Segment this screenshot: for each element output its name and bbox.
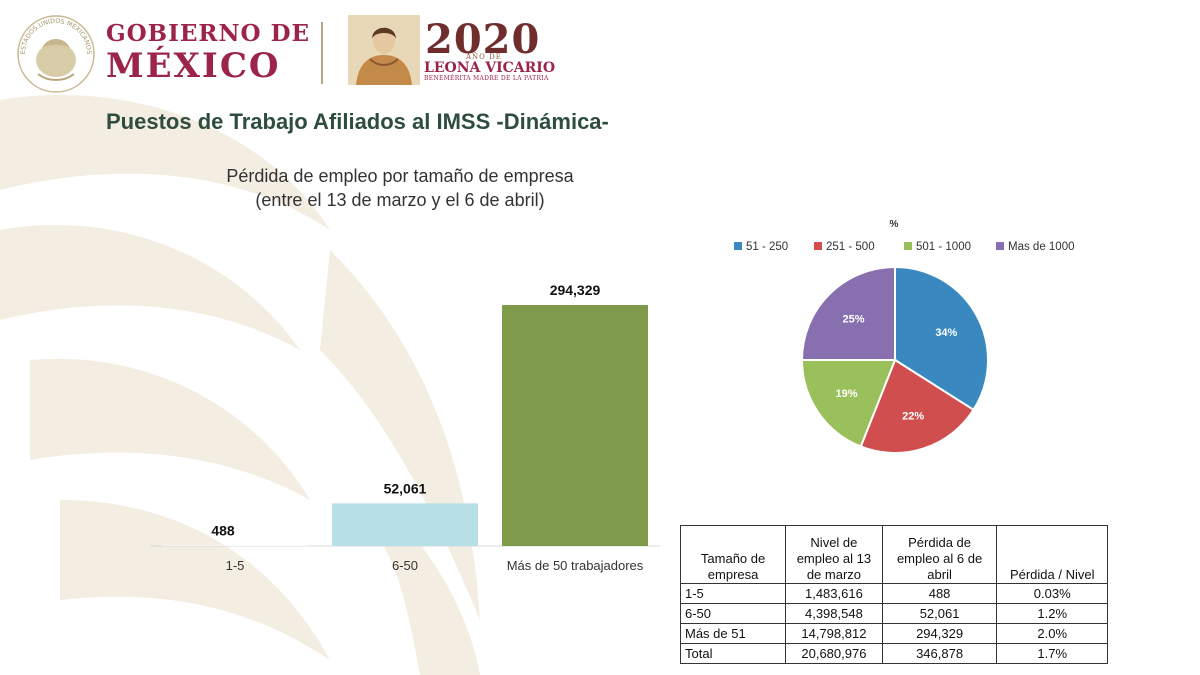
legend-label: 501 - 1000: [916, 241, 971, 253]
gov-title-line1: GOBIERNO DE: [106, 20, 311, 47]
pie-slice-label: 34%: [935, 327, 957, 339]
legend-swatch: [996, 242, 1004, 250]
table-cell: 2.0%: [996, 623, 1108, 644]
pie-slice: [800, 359, 897, 448]
legend-label: Mas de 1000: [1008, 241, 1075, 253]
table-header-cell: Nivel de empleo al 13 de marzo: [785, 525, 883, 584]
table-cell: Más de 51: [679, 623, 787, 644]
table-cell: 4,398,548: [785, 603, 883, 624]
table-row: Más de 51 14,798,812 294,329 2.0%: [679, 623, 1108, 644]
table-cell: 1-5: [679, 583, 787, 604]
pie-slice: [800, 265, 896, 361]
leona-vicario-title: LEONA VICARIO: [424, 60, 556, 76]
leona-vicario-subtitle: BENEMÉRITA MADRE DE LA PATRIA: [424, 75, 549, 82]
header: ESTADOS UNIDOS MEXICANOS GOBIERNO DE MÉX…: [0, 0, 1200, 93]
year-2020: 2020: [425, 16, 541, 63]
page-title: Puestos de Trabajo Afiliados al IMSS -Di…: [106, 109, 609, 134]
table-cell: 20,680,976: [785, 643, 883, 664]
table-cell: 488: [881, 583, 998, 604]
table-cell: 6-50: [679, 603, 787, 624]
employment-table: Tamaño de empresa Nivel de empleo al 13 …: [679, 525, 1108, 664]
header-divider: [321, 22, 323, 84]
bar: [502, 305, 648, 546]
table-row: 1-5 1,483,616 488 0.03%: [679, 583, 1108, 604]
table-header-row: Tamaño de empresa Nivel de empleo al 13 …: [679, 525, 1108, 584]
table-cell: 294,329: [881, 623, 998, 644]
table-cell: 52,061: [881, 603, 998, 624]
table-cell: 0.03%: [996, 583, 1108, 604]
pie-chart: % 51 - 250 251 - 500 501 - 1000 Mas de 1000 3…: [734, 219, 1075, 454]
chart-subtitle-line2: (entre el 13 de marzo y el 6 de abril): [255, 190, 545, 210]
pie-slice-label: 19%: [836, 388, 858, 400]
table-cell: 14,798,812: [785, 623, 883, 644]
legend-swatch: [904, 242, 912, 250]
legend-label: 251 - 500: [826, 241, 875, 253]
x-tick-label: 6-50: [392, 558, 418, 573]
bar-value-label: 294,329: [550, 282, 601, 298]
pie-slice-label: 22%: [902, 411, 924, 423]
table-cell: 1.7%: [996, 643, 1108, 664]
legend-swatch: [814, 242, 822, 250]
pie-title: %: [890, 219, 899, 230]
bar-value-label: 488: [211, 523, 235, 539]
pie-slice: [859, 358, 975, 454]
table-row: Total 20,680,976 346,878 1.7%: [679, 643, 1108, 664]
bar-chart: 488 1-5 52,061 6-50 294,329 Más de 50 trabaja…: [150, 282, 660, 573]
pie-slice-label: 25%: [843, 314, 865, 326]
bar: [332, 503, 478, 546]
legend-label: 51 - 250: [746, 241, 788, 253]
chart-subtitle-line1: Pérdida de empleo por tamaño de empresa: [226, 166, 574, 186]
table-cell: 1.2%: [996, 603, 1108, 624]
bar-value-label: 52,061: [384, 480, 427, 496]
x-tick-label: 1-5: [226, 558, 245, 573]
background-pattern: [0, 95, 480, 675]
table-header-cell: Tamaño de empresa: [679, 525, 787, 584]
table-cell: 346,878: [881, 643, 998, 664]
year-small-text: AÑO DE: [466, 53, 502, 61]
table-cell: Total: [679, 643, 787, 664]
gov-title-line2: MÉXICO: [106, 46, 281, 86]
table-header-cell: Pérdida de empleo al 6 de abril: [881, 525, 998, 584]
leona-vicario-portrait-icon: [348, 15, 420, 85]
legend-swatch: [734, 242, 742, 250]
mexico-seal-icon: ESTADOS UNIDOS MEXICANOS: [17, 15, 95, 93]
x-tick-label: Más de 50 trabajadores: [507, 558, 644, 573]
table-row: 6-50 4,398,548 52,061 1.2%: [679, 603, 1108, 624]
table-cell: 1,483,616: [785, 583, 883, 604]
table-header-cell: Pérdida / Nivel: [996, 525, 1108, 584]
